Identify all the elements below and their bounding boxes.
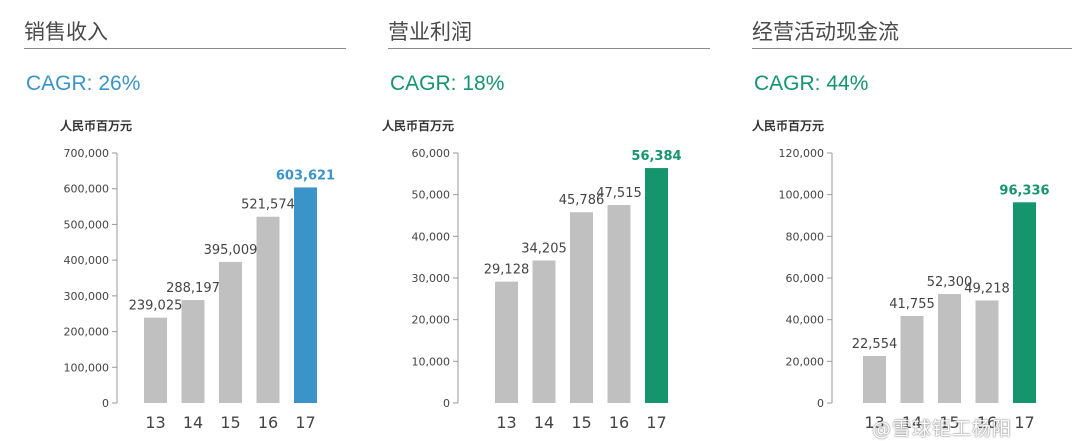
data-label-16: 521,574 xyxy=(241,198,295,213)
x-tick-label: 17 xyxy=(1014,413,1034,432)
chart-panel-operating-profit: 营业利润 CAGR: 18% 人民币百万元 0 10,000 20,000 30,00… xyxy=(382,0,728,441)
x-tick-label: 15 xyxy=(939,413,959,432)
bar-17 xyxy=(1013,202,1036,403)
y-tick-label: 0 xyxy=(443,397,450,410)
data-label-16: 47,515 xyxy=(596,186,642,201)
cagr-label: CAGR: 18% xyxy=(390,72,505,95)
bar-14 xyxy=(532,260,556,403)
bar-14 xyxy=(900,316,924,403)
y-tick-label: 20,000 xyxy=(786,355,825,368)
chart-title: 经营活动现金流 xyxy=(752,20,899,44)
y-tick-label: 0 xyxy=(817,397,824,410)
x-tick-label: 17 xyxy=(646,413,666,432)
bar-15 xyxy=(570,212,593,403)
y-tick-label: 300,000 xyxy=(64,290,110,303)
y-tick-label: 20,000 xyxy=(412,314,451,327)
title-rule xyxy=(24,48,346,49)
bar-16 xyxy=(256,216,280,403)
y-tick-label: 200,000 xyxy=(64,326,110,339)
x-tick-label: 16 xyxy=(977,413,997,432)
y-tick-label: 40,000 xyxy=(412,230,451,243)
data-label-15: 52,300 xyxy=(927,275,973,290)
bar-13 xyxy=(863,356,886,403)
bar-16 xyxy=(607,205,631,403)
cagr-label: CAGR: 44% xyxy=(754,72,869,95)
x-tick-label: 16 xyxy=(609,413,629,432)
bar-17 xyxy=(294,187,317,403)
data-label-15: 395,009 xyxy=(204,243,258,258)
unit-label: 人民币百万元 xyxy=(752,119,825,133)
y-tick-label: 400,000 xyxy=(64,254,110,267)
unit-label: 人民币百万元 xyxy=(382,119,455,133)
y-tick-label: 30,000 xyxy=(412,272,451,285)
y-tick-label: 10,000 xyxy=(412,355,451,368)
data-label-14: 288,197 xyxy=(166,281,220,296)
y-tick-label: 60,000 xyxy=(412,147,451,160)
y-tick-label: 60,000 xyxy=(786,272,825,285)
bar-15 xyxy=(938,294,961,403)
data-label-14: 34,205 xyxy=(521,241,567,256)
data-label-17: 56,384 xyxy=(631,149,681,164)
bar-chart-sales: 0 100,000 200,000 300,000 400,000 500,000 600,… xyxy=(64,147,336,432)
bar-14 xyxy=(181,300,205,403)
bar-16 xyxy=(975,300,999,403)
chart-panel-operating-cash-flow: 经营活动现金流 CAGR: 44% 人民币百万元 0 20,000 40,000 60… xyxy=(752,0,1080,441)
x-tick-label: 16 xyxy=(258,413,278,432)
y-tick-label: 50,000 xyxy=(412,189,451,202)
chart-panel-sales: 销售收入 CAGR: 26% 人民币百万元 0 100,000 200,000 300… xyxy=(24,0,364,441)
y-tick-label: 500,000 xyxy=(64,218,110,231)
y-tick-label: 100,000 xyxy=(64,361,110,374)
data-label-17: 96,336 xyxy=(999,183,1049,198)
y-tick-label: 600,000 xyxy=(64,183,110,196)
x-tick-label: 14 xyxy=(534,413,554,432)
bar-15 xyxy=(219,261,242,403)
chart-title: 销售收入 xyxy=(24,20,108,44)
data-label-13: 239,025 xyxy=(129,299,183,314)
data-label-14: 41,755 xyxy=(889,297,935,312)
x-tick-label: 15 xyxy=(571,413,591,432)
x-tick-label: 17 xyxy=(295,413,315,432)
bar-chart-operating-cash-flow: 0 20,000 40,000 60,000 80,000 100,000 120,000 2… xyxy=(779,147,1050,432)
data-label-17: 603,621 xyxy=(276,168,335,183)
x-tick-label: 13 xyxy=(864,413,884,432)
x-tick-label: 13 xyxy=(145,413,165,432)
y-tick-label: 40,000 xyxy=(786,314,825,327)
x-tick-label: 13 xyxy=(496,413,516,432)
x-tick-label: 14 xyxy=(902,413,922,432)
unit-label: 人民币百万元 xyxy=(60,119,133,133)
title-rule xyxy=(752,48,1072,49)
cagr-label: CAGR: 26% xyxy=(26,72,141,95)
bar-13 xyxy=(144,317,167,403)
y-tick-label: 700,000 xyxy=(64,147,110,160)
y-tick-label: 80,000 xyxy=(786,230,825,243)
y-tick-label: 120,000 xyxy=(779,147,825,160)
data-label-16: 49,218 xyxy=(964,281,1010,296)
data-label-13: 22,554 xyxy=(852,337,898,352)
bar-17 xyxy=(645,168,668,403)
bar-13 xyxy=(495,281,518,403)
x-tick-label: 15 xyxy=(220,413,240,432)
title-rule xyxy=(388,48,710,49)
data-label-15: 45,786 xyxy=(559,193,605,208)
chart-title: 营业利润 xyxy=(388,20,472,44)
y-tick-label: 0 xyxy=(102,397,109,410)
x-tick-label: 14 xyxy=(183,413,203,432)
bar-chart-operating-profit: 0 10,000 20,000 30,000 40,000 50,000 60,000 29,… xyxy=(412,147,682,432)
y-tick-label: 100,000 xyxy=(779,189,825,202)
watermark: @雪球钜工杨阳 xyxy=(872,418,1013,440)
data-label-13: 29,128 xyxy=(484,263,530,278)
